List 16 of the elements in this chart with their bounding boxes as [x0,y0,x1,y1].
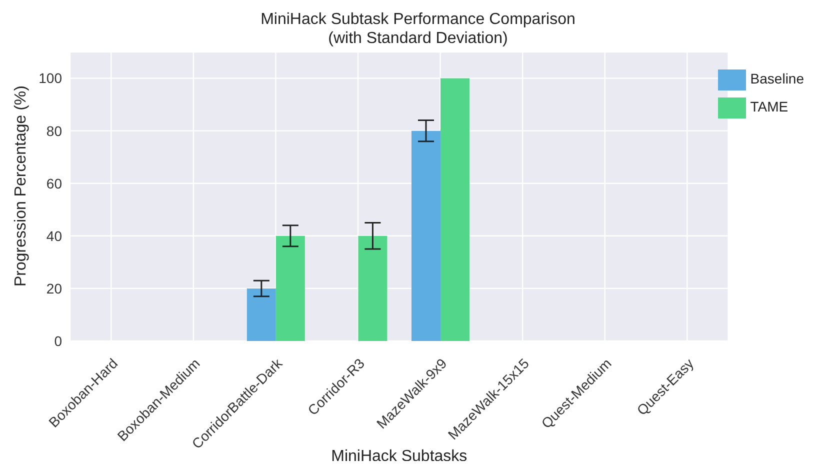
y-tick-label: 20 [46,280,62,296]
y-tick-label: 60 [46,175,62,192]
bar [440,78,470,341]
y-tick-label: 100 [38,70,62,86]
chart-title: MiniHack Subtask Performance Comparison (with Standard Deviation) [260,10,576,48]
y-tick-label: 0 [54,332,62,349]
bar [276,236,305,341]
bar [246,288,276,341]
x-axis-title: MiniHack Subtasks [331,448,468,465]
bar [411,130,440,341]
bar [358,236,388,341]
legend-label: Baseline [750,70,804,87]
y-axis-title: Progression Percentage (%) [12,86,30,286]
y-tick-label: 80 [46,122,62,139]
y-tick-label: 40 [46,228,62,244]
legend-label: TAME [750,98,788,115]
